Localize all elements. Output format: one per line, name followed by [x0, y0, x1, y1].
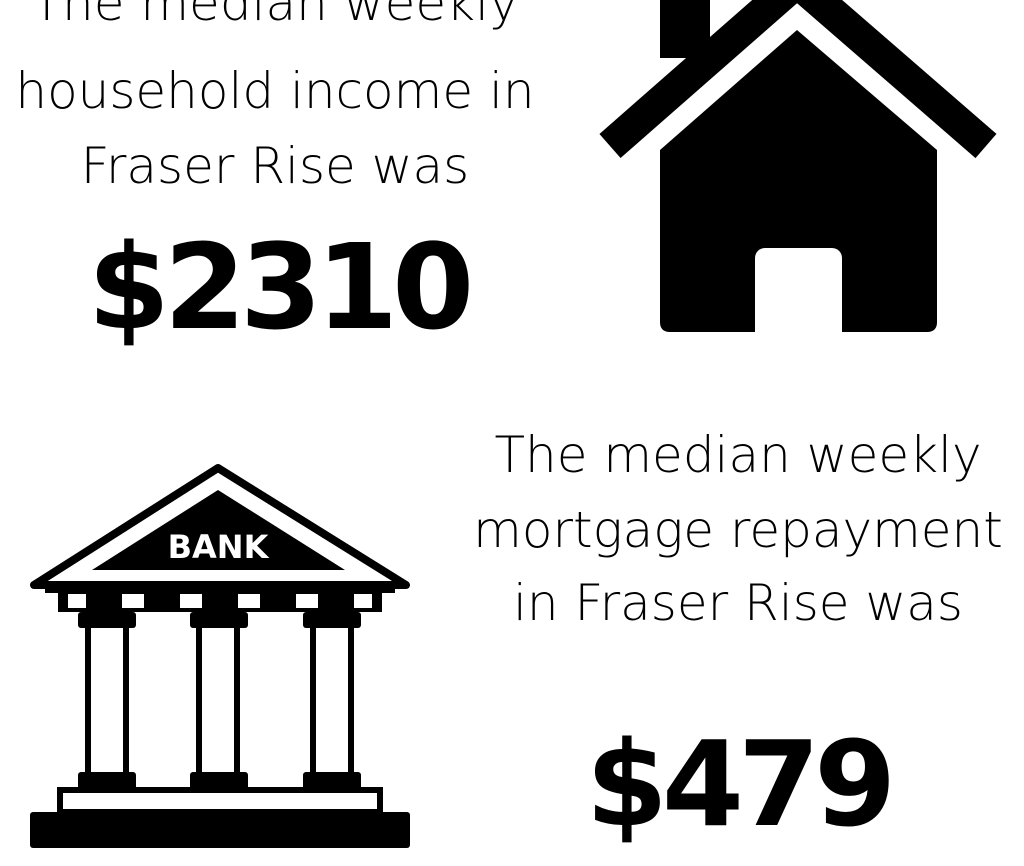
mortgage-line: The median weekly	[494, 426, 981, 484]
income-line: The median weekly	[31, 0, 518, 32]
mortgage-line: in Fraser Rise was	[513, 574, 963, 632]
mortgage-line: mortgage repayment	[473, 501, 1003, 559]
income-line: Fraser Rise was	[81, 137, 470, 195]
bank-icon: BANK	[30, 464, 410, 848]
bank-label: BANK	[168, 528, 270, 566]
income-line: household income in	[15, 62, 534, 120]
income-value: $2310	[88, 218, 469, 356]
mortgage-value: $479	[586, 715, 890, 853]
house-icon	[599, 0, 997, 348]
